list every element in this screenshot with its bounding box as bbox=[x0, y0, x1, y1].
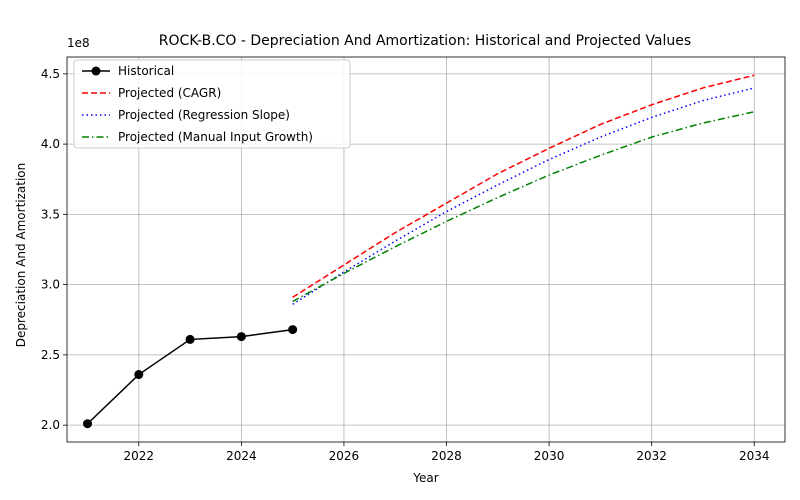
data-point bbox=[185, 334, 195, 344]
x-tick-label: 2034 bbox=[739, 449, 770, 463]
y-axis-label: Depreciation And Amortization bbox=[14, 163, 28, 347]
legend-entry: Projected (Regression Slope) bbox=[118, 108, 290, 122]
series-line bbox=[292, 87, 755, 305]
plot-series bbox=[83, 74, 755, 429]
chart-title: ROCK-B.CO - Depreciation And Amortizatio… bbox=[159, 33, 691, 49]
legend-entry: Projected (Manual Input Growth) bbox=[118, 130, 313, 144]
y-tick-label: 3.5 bbox=[41, 207, 60, 221]
legend-marker bbox=[91, 66, 101, 76]
y-axis-offset-text: 1e8 bbox=[67, 36, 90, 50]
plot-frame bbox=[66, 56, 786, 443]
series-line bbox=[292, 111, 755, 303]
data-point bbox=[134, 370, 144, 380]
x-tick-label: 2032 bbox=[636, 449, 667, 463]
x-axis-label: Year bbox=[412, 471, 438, 485]
y-tick-label: 2.0 bbox=[41, 418, 60, 432]
legend: Historical Projected (CAGR) Projected (Reg… bbox=[73, 59, 351, 149]
x-tick-label: 2026 bbox=[329, 449, 360, 463]
x-tick-label: 2030 bbox=[534, 449, 565, 463]
data-point bbox=[83, 419, 93, 429]
legend-entry: Projected (CAGR) bbox=[118, 86, 221, 100]
y-tick-label: 4.5 bbox=[41, 67, 60, 81]
x-tick-label: 2022 bbox=[124, 449, 155, 463]
data-point bbox=[236, 332, 246, 342]
series-line bbox=[292, 74, 755, 298]
y-tick-label: 4.0 bbox=[41, 137, 60, 151]
y-tick-label: 2.5 bbox=[41, 348, 60, 362]
axis-ticks: 2022 2024 2026 2028 2030 2032 2034 2.0 2.5 3.0 3.5… bbox=[41, 67, 770, 463]
x-tick-label: 2028 bbox=[431, 449, 462, 463]
x-tick-label: 2024 bbox=[226, 449, 257, 463]
legend-entry: Historical bbox=[118, 64, 174, 78]
y-tick-label: 3.0 bbox=[41, 278, 60, 292]
data-point bbox=[288, 325, 298, 335]
legend-box bbox=[73, 59, 351, 149]
